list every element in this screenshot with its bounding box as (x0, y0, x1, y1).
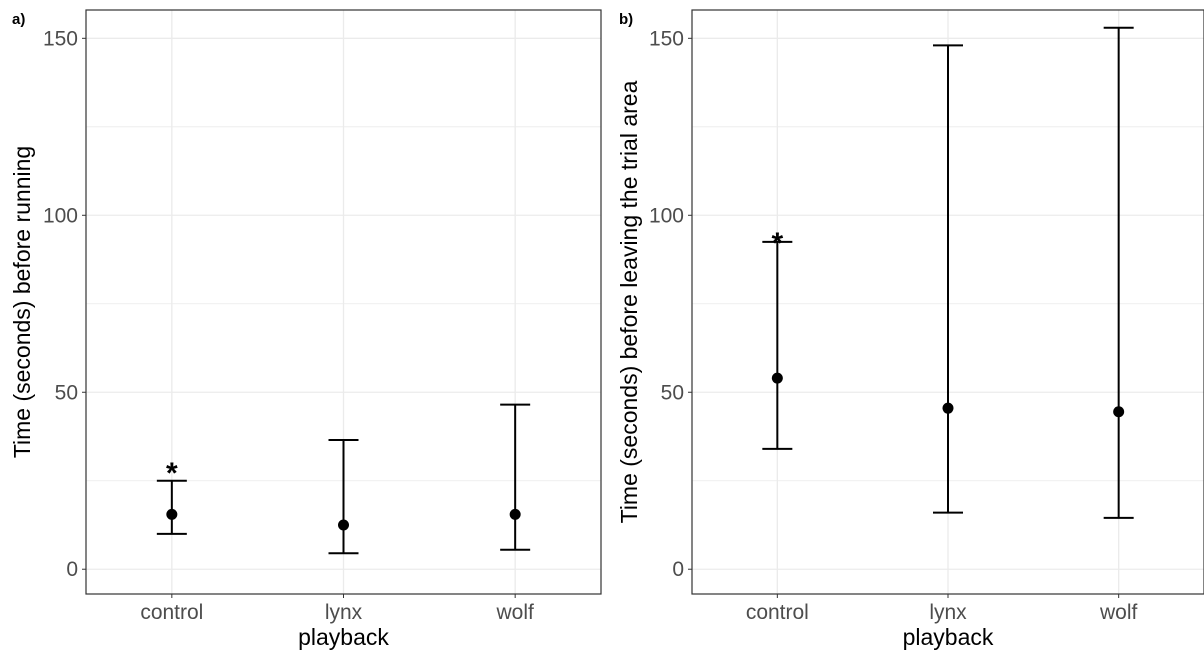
data-point-lynx (942, 402, 954, 414)
y-tick-label: 50 (661, 381, 684, 404)
x-tick-label: wolf (495, 601, 534, 624)
y-tick-label: 150 (649, 27, 684, 50)
y-tick-label: 0 (672, 558, 684, 581)
data-point-control (771, 372, 783, 384)
x-axis-title: playback (903, 624, 994, 650)
panel-label: a) (12, 11, 25, 28)
panel-border (85, 9, 602, 595)
x-tick-label: lynx (325, 601, 363, 624)
panel-border (691, 9, 1204, 595)
y-tick-label: 100 (649, 204, 684, 227)
panel-label: b) (619, 11, 633, 28)
y-tick-label: 0 (66, 558, 78, 581)
y-axis-title: Time (seconds) before leaving the trial … (616, 80, 642, 523)
data-point-control (166, 508, 178, 520)
y-tick-label: 50 (55, 381, 78, 404)
x-tick-label: wolf (1099, 601, 1138, 624)
y-axis-title: Time (seconds) before running (9, 146, 35, 458)
data-point-lynx (338, 519, 349, 531)
x-tick-label: lynx (929, 601, 967, 624)
significance-asterisk: * (166, 457, 178, 490)
x-tick-label: control (140, 601, 203, 624)
significance-asterisk: * (771, 227, 783, 260)
x-tick-label: control (746, 601, 809, 624)
panel-a: 0 50 100 150 control lynx wolf * playback Time (s… (9, 9, 602, 650)
data-point-wolf (509, 508, 521, 520)
x-axis-title: playback (298, 624, 389, 650)
y-tick-label: 100 (43, 204, 78, 227)
y-tick-label: 150 (43, 27, 78, 50)
panel-b: 0 50 100 150 control lynx wolf * playback Time (s… (616, 9, 1204, 650)
data-point-wolf (1113, 406, 1125, 418)
